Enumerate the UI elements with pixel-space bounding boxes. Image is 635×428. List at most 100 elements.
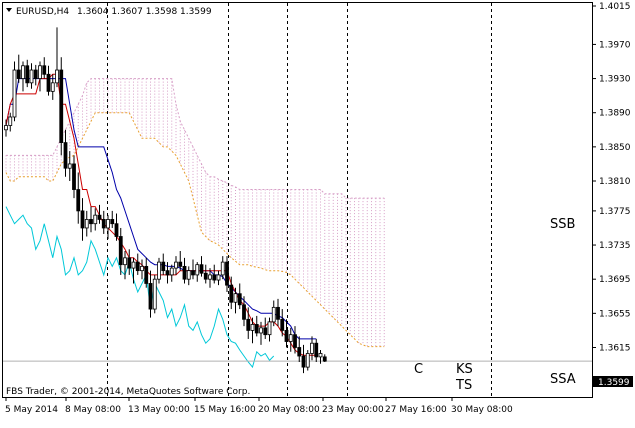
candle-body — [203, 272, 208, 280]
candle-body — [195, 264, 200, 276]
candle-body — [191, 270, 195, 276]
senkou-span-a-line — [5, 112, 385, 348]
candle-body — [21, 65, 25, 79]
candle-body — [165, 270, 170, 276]
candle-body — [97, 214, 102, 220]
candle-body — [237, 293, 242, 306]
candle-body — [259, 327, 263, 334]
candle-body — [76, 189, 81, 212]
chevron-down-icon[interactable] — [6, 8, 12, 12]
y-tick-label: 1.3615 — [599, 343, 631, 353]
candle-body — [72, 163, 76, 190]
candle-body — [50, 82, 55, 92]
symbol-header: EURUSD,H4 — [16, 7, 69, 17]
candle-body — [280, 318, 285, 331]
candle-body — [314, 342, 319, 358]
candle-body — [140, 265, 144, 272]
y-tick-label: 1.3735 — [599, 241, 631, 251]
candle-body — [242, 304, 246, 320]
candle-body — [135, 261, 140, 272]
candle-body — [127, 257, 132, 269]
candle-body — [284, 330, 289, 342]
candle-body — [25, 65, 30, 84]
candle-body — [246, 318, 251, 331]
candle-body — [288, 334, 293, 342]
x-tick-label: 15 May 16:00 — [194, 405, 256, 415]
candle-body — [310, 342, 314, 354]
x-tick-label: 8 May 08:00 — [65, 405, 121, 415]
ohlc-values: 1.3604 1.3607 1.3598 1.3599 — [77, 7, 212, 17]
y-tick-label: 1.3930 — [599, 75, 631, 85]
candle-body — [4, 125, 8, 131]
candle-body — [271, 306, 276, 323]
kijun-sen-line — [5, 78, 317, 340]
candle-body — [8, 116, 13, 126]
line-label-c: C — [414, 362, 423, 377]
candlesticks — [4, 27, 327, 374]
y-tick-label: 1.3775 — [599, 207, 631, 217]
candle-body — [144, 265, 149, 284]
line-label-ssb: SSB — [550, 217, 575, 232]
y-tick-label: 1.4015 — [599, 2, 631, 12]
candle-body — [220, 261, 225, 276]
candle-body — [178, 261, 183, 267]
candle-body — [250, 324, 255, 331]
candle-body — [114, 223, 119, 237]
candle-body — [305, 353, 310, 368]
candle-body — [263, 327, 268, 336]
x-tick-label: 23 May 00:00 — [322, 405, 384, 415]
candle-body — [254, 324, 259, 334]
candle-body — [267, 321, 272, 336]
y-tick-label: 1.3890 — [599, 109, 631, 119]
candle-body — [301, 355, 306, 368]
candle-body — [233, 293, 238, 303]
candle-body — [42, 65, 47, 75]
current-price-label: 1.3599 — [598, 378, 630, 388]
x-tick-label: 27 May 16:00 — [385, 405, 447, 415]
line-label-ssa: SSA — [550, 372, 576, 387]
x-tick-label: 5 May 2014 — [5, 405, 58, 415]
candle-body — [89, 219, 93, 225]
y-tick-label: 1.3655 — [599, 309, 631, 319]
candle-body — [152, 278, 157, 310]
candle-body — [174, 261, 178, 269]
x-tick-label: 30 May 08:00 — [451, 405, 513, 415]
plot-frame — [2, 2, 593, 398]
candle-body — [318, 353, 323, 358]
candle-body — [123, 257, 127, 266]
candle-body — [229, 284, 234, 303]
candle-body — [148, 283, 153, 310]
y-tick-label: 1.3970 — [599, 40, 631, 50]
candle-body — [186, 270, 191, 280]
candle-body — [33, 69, 38, 79]
copyright-text: FBS Trader, © 2001-2014, MetaQuotes Soft… — [6, 387, 250, 397]
candle-body — [297, 347, 302, 357]
candle-body — [225, 261, 229, 286]
x-tick-label: 20 May 08:00 — [258, 405, 320, 415]
candle-body — [208, 274, 212, 280]
candle-body — [12, 69, 17, 118]
ichimoku-cloud — [5, 78, 385, 348]
candle-body — [212, 274, 217, 281]
candle-body — [110, 219, 115, 225]
candle-body — [55, 69, 59, 84]
candle-body — [46, 73, 51, 92]
candle-body — [293, 334, 297, 348]
current-price-box — [593, 376, 633, 387]
candle-body — [131, 261, 136, 269]
candle-body — [84, 219, 89, 229]
candle-body — [101, 219, 106, 229]
y-tick-label: 1.3695 — [599, 275, 631, 285]
x-tick-label: 13 May 00:00 — [128, 405, 190, 415]
y-tick-label: 1.3850 — [599, 143, 631, 153]
candle-body — [169, 267, 174, 276]
price-axis: 1.4015 1.3970 1.3930 1.3890 1.3850 1.3810 1.37… — [592, 2, 631, 388]
candle-body — [157, 261, 161, 280]
candle-body — [38, 65, 42, 79]
candle-body — [93, 214, 98, 225]
candle-body — [322, 356, 327, 362]
candle-body — [199, 264, 204, 274]
